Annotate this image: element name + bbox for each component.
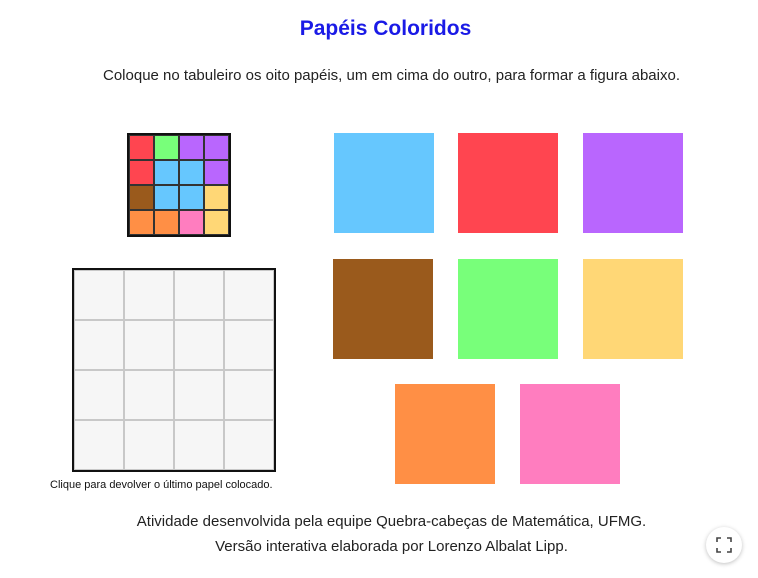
target-cell-orange bbox=[154, 210, 179, 235]
target-cell-red bbox=[129, 160, 154, 185]
target-cell-blue bbox=[154, 185, 179, 210]
paper-blue[interactable] bbox=[334, 133, 434, 233]
board-cell[interactable] bbox=[124, 270, 174, 320]
credits-line-2: Versão interativa elaborada por Lorenzo … bbox=[215, 538, 568, 555]
board-cell[interactable] bbox=[74, 370, 124, 420]
fullscreen-button[interactable] bbox=[706, 527, 742, 563]
board-cell[interactable] bbox=[174, 270, 224, 320]
board-cell[interactable] bbox=[124, 370, 174, 420]
paper-brown[interactable] bbox=[333, 259, 433, 359]
board-cell[interactable] bbox=[174, 420, 224, 470]
paper-orange[interactable] bbox=[395, 384, 495, 484]
target-cell-orange bbox=[129, 210, 154, 235]
target-cell-green bbox=[154, 135, 179, 160]
instructions-text: Coloque no tabuleiro os oito papéis, um … bbox=[103, 67, 680, 84]
target-cell-yellow bbox=[204, 185, 229, 210]
board-cell[interactable] bbox=[74, 270, 124, 320]
target-cell-pink bbox=[179, 210, 204, 235]
board-cell[interactable] bbox=[74, 420, 124, 470]
fullscreen-icon bbox=[716, 537, 732, 553]
page-title: Papéis Coloridos bbox=[299, 17, 472, 40]
board-cell[interactable] bbox=[224, 370, 274, 420]
target-cell-blue bbox=[179, 185, 204, 210]
board-cell[interactable] bbox=[174, 320, 224, 370]
target-cell-brown bbox=[129, 185, 154, 210]
paper-red[interactable] bbox=[458, 133, 558, 233]
target-cell-yellow bbox=[204, 210, 229, 235]
board-cell[interactable] bbox=[224, 420, 274, 470]
paper-purple[interactable] bbox=[583, 133, 683, 233]
credits-line-1: Atividade desenvolvida pela equipe Quebr… bbox=[136, 513, 647, 530]
game-board[interactable] bbox=[72, 268, 276, 472]
target-cell-red bbox=[129, 135, 154, 160]
paper-yellow[interactable] bbox=[583, 259, 683, 359]
target-cell-purple bbox=[204, 135, 229, 160]
target-cell-purple bbox=[179, 135, 204, 160]
board-cell[interactable] bbox=[224, 320, 274, 370]
target-cell-purple bbox=[204, 160, 229, 185]
target-cell-blue bbox=[179, 160, 204, 185]
board-cell[interactable] bbox=[124, 420, 174, 470]
board-cell[interactable] bbox=[74, 320, 124, 370]
target-figure bbox=[127, 133, 231, 237]
target-cell-blue bbox=[154, 160, 179, 185]
undo-hint: Clique para devolver o último papel colo… bbox=[50, 479, 273, 491]
paper-pink[interactable] bbox=[520, 384, 620, 484]
board-cell[interactable] bbox=[124, 320, 174, 370]
board-cell[interactable] bbox=[224, 270, 274, 320]
paper-green[interactable] bbox=[458, 259, 558, 359]
board-cell[interactable] bbox=[174, 370, 224, 420]
